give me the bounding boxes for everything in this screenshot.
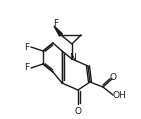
Text: F: F [24, 42, 30, 52]
Text: O: O [110, 72, 116, 82]
Text: OH: OH [112, 91, 126, 99]
Text: F: F [53, 18, 59, 27]
Text: N: N [69, 52, 75, 62]
Polygon shape [54, 26, 62, 36]
Text: O: O [74, 107, 81, 116]
Text: F: F [24, 64, 30, 72]
